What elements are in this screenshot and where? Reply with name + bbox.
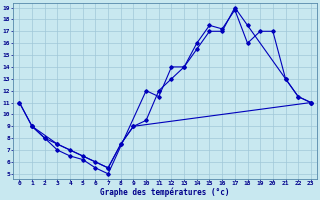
X-axis label: Graphe des températures (°c): Graphe des températures (°c): [100, 188, 230, 197]
